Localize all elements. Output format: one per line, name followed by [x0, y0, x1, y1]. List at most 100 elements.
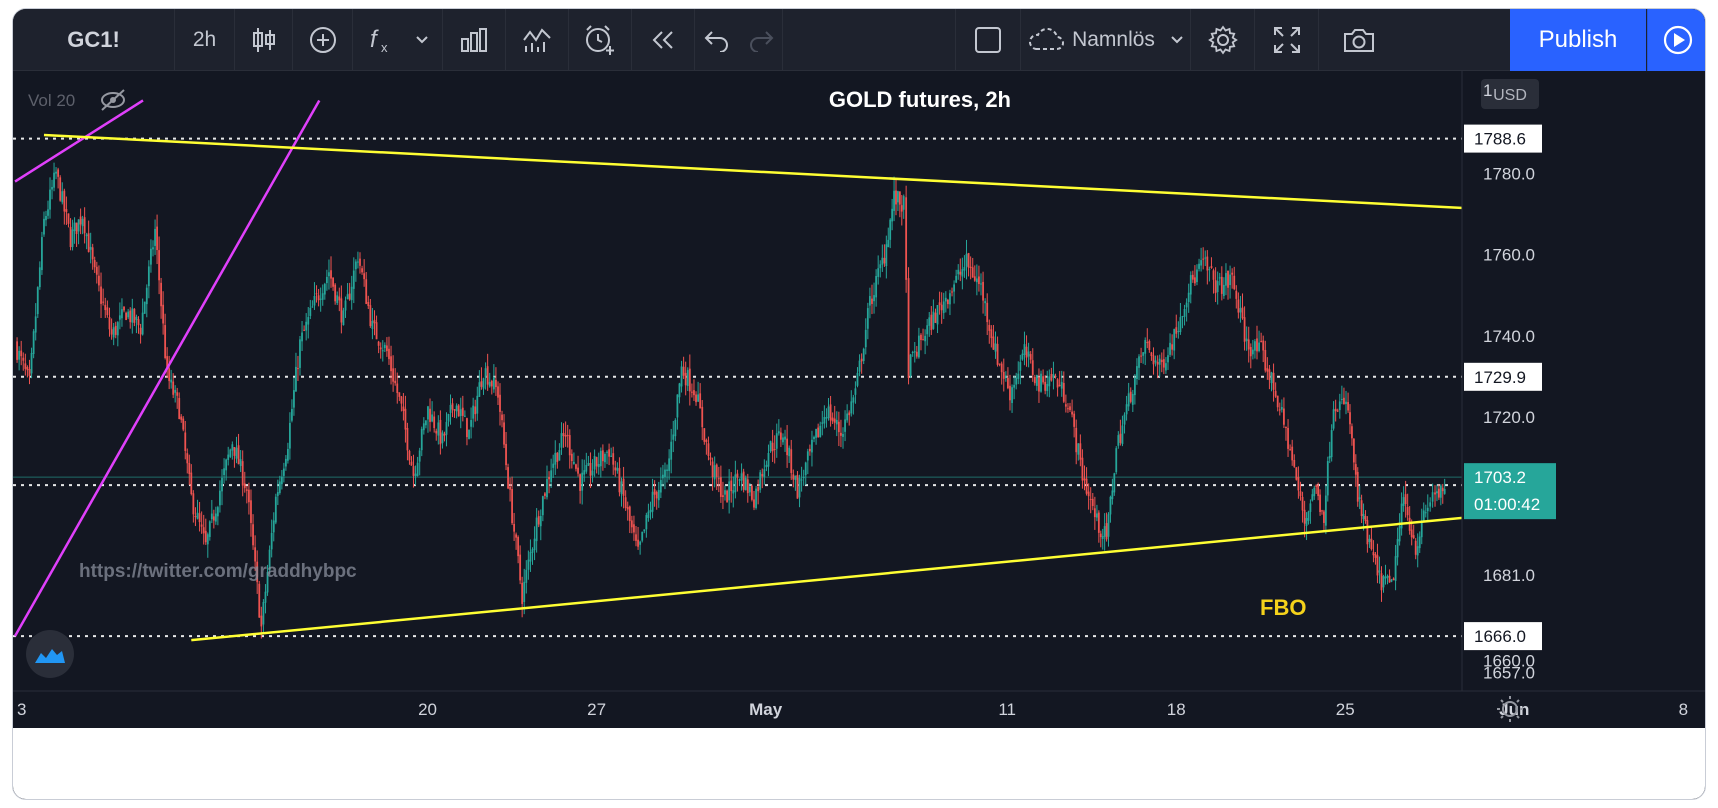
candle-body: [915, 351, 918, 357]
candle-body: [998, 363, 1001, 365]
candle-body: [404, 408, 407, 430]
indicators-button[interactable]: f x: [353, 9, 443, 71]
candle-body: [1029, 354, 1032, 360]
candle-body: [472, 405, 475, 419]
candle-body: [1216, 281, 1219, 293]
candle-body: [587, 462, 590, 466]
candle-body: [1390, 579, 1393, 582]
candle-body: [1422, 510, 1425, 523]
hide-volume-icon[interactable]: [101, 89, 125, 111]
candle-body: [1060, 381, 1063, 389]
candle-body: [1368, 538, 1371, 543]
candle-body: [1414, 540, 1417, 555]
time-axis[interactable]: [13, 692, 1462, 728]
settings-button[interactable]: [1191, 9, 1255, 71]
publish-button[interactable]: Publish: [1510, 9, 1646, 71]
candle-body: [1058, 384, 1061, 387]
financials-button[interactable]: [443, 9, 506, 71]
logo-badge[interactable]: [26, 630, 74, 678]
candle-body: [835, 419, 838, 425]
candle-body: [813, 436, 815, 440]
candle-body: [431, 414, 434, 422]
candle-body: [800, 479, 803, 481]
candle-body: [89, 246, 92, 250]
candle-body: [1313, 487, 1316, 497]
candle-body: [558, 450, 561, 461]
candle-body: [1323, 511, 1325, 523]
candle-body: [1412, 535, 1415, 539]
chart-area[interactable]: https://twitter.com/graddhybpc GOLD futu…: [13, 71, 1706, 800]
candle-body: [898, 191, 901, 205]
candle-body: [1021, 353, 1024, 360]
replay-button[interactable]: [632, 9, 695, 71]
layout-button[interactable]: [955, 9, 1021, 71]
candle-body: [566, 434, 569, 436]
candle-body: [1131, 393, 1134, 405]
channel-trendline[interactable]: [14, 99, 144, 183]
candle-body: [400, 396, 403, 404]
triangle-trendline[interactable]: [43, 133, 1706, 222]
currency-badge[interactable]: [1481, 79, 1539, 109]
axis-settings-icon[interactable]: [1497, 696, 1523, 722]
candle-body: [321, 293, 324, 300]
candle-body: [1181, 316, 1184, 318]
candle-body: [311, 306, 314, 308]
candle-body: [361, 268, 363, 273]
candle-body: [657, 490, 660, 501]
candle-body: [1243, 317, 1246, 342]
candle-body: [466, 418, 468, 438]
candle-body: [198, 513, 201, 523]
svg-text:x: x: [381, 40, 388, 55]
candle-body: [614, 467, 617, 471]
symbol-search-button[interactable]: GC1!: [13, 9, 175, 71]
candle-body: [833, 418, 836, 423]
fullscreen-icon: [1273, 27, 1300, 53]
compare-add-button[interactable]: [293, 9, 353, 71]
snapshot-button[interactable]: [1319, 9, 1399, 71]
candle-body: [239, 459, 242, 466]
candle-body: [639, 541, 642, 545]
candle-body: [722, 495, 724, 498]
candle-body: [1356, 471, 1359, 502]
candle-body: [1443, 488, 1446, 494]
candle-body: [541, 496, 544, 516]
candle-body: [1210, 266, 1213, 269]
candle-body: [206, 534, 209, 545]
candle-body: [1081, 457, 1084, 481]
interval-button[interactable]: 2h: [175, 9, 235, 71]
candle-body: [441, 432, 444, 444]
volume-legend: Vol 20: [28, 91, 75, 110]
alert-button[interactable]: [569, 9, 632, 71]
candle-body: [1121, 425, 1124, 445]
candle-body: [1293, 459, 1296, 467]
candle-body: [55, 171, 57, 174]
replay-icon: [652, 31, 673, 49]
channel-trendline[interactable]: [13, 99, 321, 637]
candle-body: [936, 304, 939, 325]
candle-body: [158, 250, 160, 281]
candle-body: [299, 339, 301, 368]
symbol-label: GC1!: [67, 27, 120, 52]
candle-body: [924, 335, 927, 342]
candle-body: [488, 381, 491, 387]
candle-body: [746, 479, 749, 494]
candle-body: [328, 272, 330, 277]
candle-body: [1376, 555, 1379, 576]
candle-body: [1241, 307, 1244, 319]
save-layout-button[interactable]: Namnlös: [1021, 9, 1191, 71]
candle-body: [43, 218, 45, 235]
play-button[interactable]: [1647, 9, 1705, 71]
undo-button[interactable]: [695, 9, 739, 71]
candle-body: [1404, 494, 1407, 505]
candle-body: [963, 267, 966, 271]
price-chart[interactable]: https://twitter.com/graddhybpc GOLD futu…: [13, 71, 1706, 800]
redo-button[interactable]: [739, 9, 783, 71]
fullscreen-button[interactable]: [1255, 9, 1319, 71]
chart-type-button[interactable]: [235, 9, 293, 71]
candle-body: [284, 458, 287, 467]
candle-body: [123, 306, 125, 311]
templates-button[interactable]: [506, 9, 569, 71]
candle-body: [846, 413, 849, 421]
candle-body: [715, 464, 718, 477]
candle-body: [1378, 570, 1381, 573]
